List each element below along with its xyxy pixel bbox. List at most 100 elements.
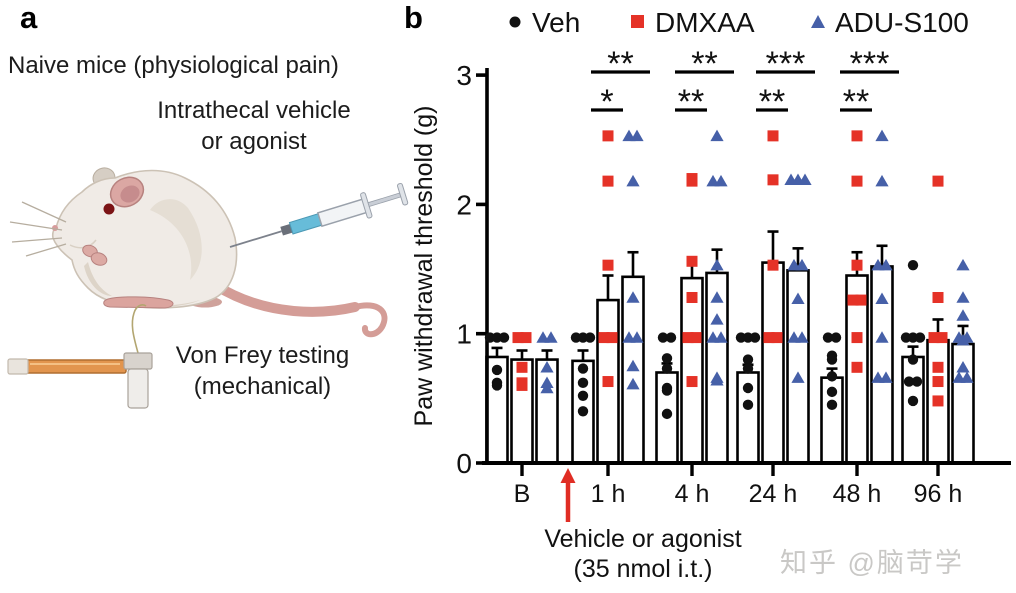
- syringe-icon: [229, 182, 409, 248]
- data-point-adu: [960, 371, 974, 383]
- mouse-inner-ear-graphic: [120, 185, 140, 203]
- injection-arrow-head: [560, 468, 576, 483]
- x-tick-label: B: [514, 480, 531, 508]
- data-point-adu: [791, 292, 805, 304]
- data-point-dmxaa: [932, 175, 944, 187]
- injection-note-line1: Vehicle or agonist: [544, 525, 741, 553]
- injection-label-line1: Intrathecal vehicle: [157, 97, 351, 124]
- data-point-adu: [540, 381, 554, 394]
- injection-label-line2: or agonist: [201, 128, 307, 155]
- bar-dmxaa-24h: [761, 261, 785, 465]
- mouse-chest-shading: [84, 262, 112, 296]
- data-point-dmxaa: [686, 175, 698, 187]
- injection-arrow: [560, 468, 576, 522]
- data-point-adu: [875, 331, 889, 343]
- injection-label: Intrathecal vehicle or agonist: [134, 95, 374, 157]
- data-point-veh: [742, 399, 754, 411]
- data-point-dmxaa: [932, 376, 944, 388]
- data-point-adu: [956, 291, 970, 303]
- data-point-veh: [661, 385, 673, 396]
- data-point-dmxaa: [690, 332, 702, 344]
- data-point-veh: [577, 406, 589, 417]
- data-point-veh: [903, 376, 915, 387]
- data-point-dmxaa: [606, 332, 618, 344]
- x-tick-label: 48 h: [833, 480, 882, 508]
- data-point-dmxaa: [767, 174, 779, 186]
- data-point-adu: [791, 371, 805, 383]
- significance-stars: *: [600, 83, 613, 121]
- data-point-adu: [626, 291, 640, 303]
- data-point-dmxaa: [932, 291, 944, 303]
- legend-veh-label: Veh: [532, 7, 580, 38]
- data-point-adu: [710, 129, 724, 142]
- significance-stars: ***: [850, 45, 890, 83]
- points-layer: [484, 129, 974, 420]
- mouse-illustration: [7, 167, 409, 409]
- bar-dmxaa-B: [510, 358, 534, 465]
- significance-stars: **: [843, 83, 869, 121]
- significance-stars: **: [759, 83, 785, 121]
- y-tick-label: 3: [456, 60, 472, 91]
- data-point-veh: [826, 354, 838, 365]
- data-point-dmxaa: [686, 255, 698, 267]
- data-point-dmxaa: [851, 130, 863, 142]
- data-point-adu: [626, 377, 640, 390]
- data-point-adu: [710, 373, 724, 386]
- data-point-dmxaa: [932, 361, 944, 373]
- data-point-adu: [626, 174, 640, 187]
- data-point-adu: [956, 258, 970, 271]
- legend-adu-marker-icon: [811, 15, 825, 28]
- y-tick-label: 0: [456, 448, 472, 479]
- legend-veh-marker-icon: [509, 16, 521, 28]
- data-point-veh: [661, 408, 673, 420]
- data-point-dmxaa: [851, 361, 863, 373]
- data-point-veh: [749, 332, 761, 343]
- data-point-adu: [956, 361, 970, 373]
- data-point-dmxaa: [847, 294, 859, 306]
- x-tick-label: 24 h: [749, 480, 798, 508]
- data-point-veh: [742, 363, 754, 374]
- errorbars-layer: [491, 230, 969, 378]
- data-point-veh: [826, 386, 838, 398]
- von-frey-device-icon: [7, 304, 153, 409]
- data-point-dmxaa: [602, 175, 614, 187]
- data-point-veh: [907, 259, 919, 271]
- legend-dmxaa-label: DMXAA: [655, 7, 755, 38]
- data-point-veh: [665, 332, 677, 343]
- data-point-adu: [544, 331, 558, 343]
- legend-dmxaa-marker-icon: [631, 15, 644, 28]
- data-point-dmxaa: [516, 379, 528, 391]
- von-frey-label: Von Frey testing (mechanical): [150, 340, 375, 402]
- data-point-dmxaa: [682, 332, 694, 344]
- data-point-adu: [875, 292, 889, 304]
- significance-layer: *****************: [591, 45, 899, 121]
- data-point-dmxaa: [520, 332, 532, 344]
- data-point-veh: [822, 332, 834, 343]
- data-point-adu: [875, 129, 889, 142]
- mouse-front-paws-graphic: [82, 244, 108, 266]
- data-point-veh: [498, 332, 510, 343]
- bar-dmxaa-4h: [680, 276, 704, 465]
- data-point-dmxaa: [855, 294, 867, 306]
- data-point-veh: [661, 353, 673, 364]
- x-tick-label: 96 h: [914, 480, 963, 508]
- von-frey-label-line1: Von Frey testing: [175, 342, 350, 369]
- data-point-adu: [956, 333, 970, 346]
- mouse-tail-graphic: [210, 280, 388, 338]
- data-point-adu: [956, 309, 970, 321]
- mouse-hind-foot-graphic: [103, 296, 174, 309]
- bar-adu-s100-B: [535, 358, 559, 465]
- data-point-veh: [826, 399, 838, 411]
- y-tick-label: 1: [456, 319, 472, 350]
- data-point-dmxaa: [767, 259, 779, 271]
- data-point-adu: [710, 313, 724, 325]
- data-point-dmxaa: [771, 332, 783, 344]
- bars-layer: [485, 261, 975, 465]
- panel-a-title: Naive mice (physiological pain): [8, 52, 339, 79]
- data-point-veh: [491, 380, 503, 391]
- panel-b-label: b: [404, 0, 423, 35]
- axes-layer: 0 1 2 3 B 1 h 4 h 24 h 48 h 96 h: [456, 60, 1011, 508]
- data-point-veh: [742, 382, 754, 394]
- data-point-adu: [714, 174, 728, 187]
